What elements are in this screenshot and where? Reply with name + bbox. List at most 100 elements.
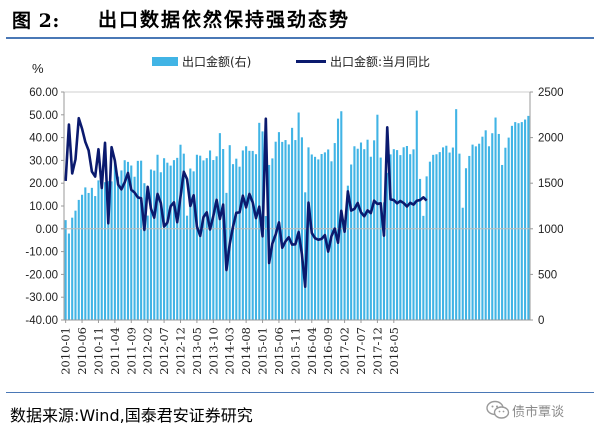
x-tick-label: 2015-11 [288, 327, 302, 375]
left-tick-label: 40.00 [29, 133, 58, 145]
left-tick-label: -30.00 [25, 292, 58, 304]
bar [264, 216, 267, 320]
bar [425, 176, 428, 320]
bar [484, 130, 487, 320]
bar [287, 144, 290, 320]
right-tick-label: 2000 [538, 133, 564, 145]
bar [281, 141, 284, 320]
bar [451, 147, 454, 320]
bar [231, 164, 235, 320]
bar [455, 109, 458, 321]
bar [202, 160, 205, 320]
bar [146, 215, 149, 320]
bar [291, 127, 294, 320]
bar [123, 160, 126, 320]
bar [514, 122, 517, 320]
x-tick-label: 2016-09 [321, 327, 335, 375]
bar [346, 185, 349, 320]
x-tick-label: 2014-08 [239, 327, 253, 375]
bar [215, 156, 218, 320]
bar [153, 170, 156, 320]
bar [353, 146, 356, 320]
bar [517, 123, 520, 320]
bar [208, 150, 212, 320]
bar [524, 119, 527, 320]
bar [258, 122, 261, 320]
bar [474, 146, 477, 320]
bar [458, 153, 461, 320]
bar [64, 220, 67, 320]
bar [71, 217, 74, 320]
x-tick-label: 2011-09 [124, 327, 138, 375]
bar [392, 149, 395, 320]
bar [382, 202, 386, 320]
x-tick-label: 2014-03 [223, 327, 237, 375]
bar [471, 144, 474, 320]
bar [107, 181, 110, 320]
watermark: 债市覃谈 [484, 398, 596, 426]
x-tick-label: 2017-02 [338, 327, 352, 375]
x-tick-label: 2016-04 [305, 327, 319, 375]
bar [422, 215, 425, 320]
right-tick-label: 1500 [538, 178, 564, 190]
legend-line-label: 出口金额:当月同比 [330, 54, 430, 69]
left-tick-label: 30.00 [29, 155, 58, 167]
x-tick-label: 2018-05 [387, 327, 401, 375]
bar [241, 150, 244, 320]
bar [149, 169, 153, 320]
left-unit-label: % [32, 61, 44, 76]
figure-label: 图 2: [12, 10, 60, 32]
bar [520, 122, 523, 320]
bar [222, 149, 225, 320]
bar [494, 117, 497, 320]
bar [143, 183, 146, 320]
bar [432, 154, 435, 320]
bar [510, 125, 513, 320]
bar [369, 156, 372, 320]
bar [81, 194, 84, 320]
bar [126, 161, 130, 320]
left-tick-label: 50.00 [29, 110, 58, 122]
bar [448, 152, 451, 320]
bar [130, 165, 133, 320]
left-tick-label: -40.00 [25, 315, 58, 327]
bar [172, 160, 175, 320]
bar [271, 158, 274, 320]
bar [205, 158, 208, 320]
left-tick-label: 10.00 [29, 201, 58, 213]
bar [438, 152, 441, 320]
x-tick-label: 2015-01 [256, 327, 270, 375]
bar [487, 146, 491, 320]
bar [297, 112, 300, 321]
bar [461, 207, 464, 320]
bar [90, 187, 93, 320]
bar [376, 114, 379, 321]
bar [74, 210, 77, 320]
footer-divider [6, 392, 594, 393]
bar [501, 164, 504, 320]
bar [435, 154, 438, 320]
bar [251, 150, 254, 320]
right-tick-label: 2500 [538, 87, 564, 99]
yoy-line [64, 116, 428, 289]
bar [409, 154, 412, 320]
x-tick-label: 2012-02 [141, 327, 155, 375]
bar [176, 157, 179, 320]
figure-header: 图 2: 出口数据依然保持强劲态势 [0, 0, 600, 38]
bar [110, 181, 113, 320]
bar [77, 199, 80, 320]
right-tick-label: 0 [538, 315, 544, 327]
bar [136, 160, 139, 320]
bar [156, 154, 159, 320]
bar [379, 157, 382, 320]
bar [428, 161, 431, 320]
bar [159, 172, 162, 320]
bar [336, 118, 340, 320]
x-tick-label: 2015-06 [272, 327, 286, 375]
bar [527, 115, 530, 320]
bar [245, 146, 248, 320]
legend-bar-swatch [152, 57, 178, 66]
bar [238, 166, 241, 320]
bar [497, 133, 500, 320]
bar [163, 158, 166, 320]
